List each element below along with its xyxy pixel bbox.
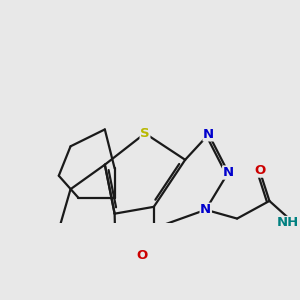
Text: N: N bbox=[200, 203, 211, 216]
Text: S: S bbox=[140, 127, 150, 140]
Text: N: N bbox=[223, 166, 234, 179]
Text: N: N bbox=[203, 128, 214, 141]
Text: NH: NH bbox=[276, 217, 299, 230]
Text: O: O bbox=[254, 164, 265, 177]
Text: O: O bbox=[136, 249, 148, 262]
